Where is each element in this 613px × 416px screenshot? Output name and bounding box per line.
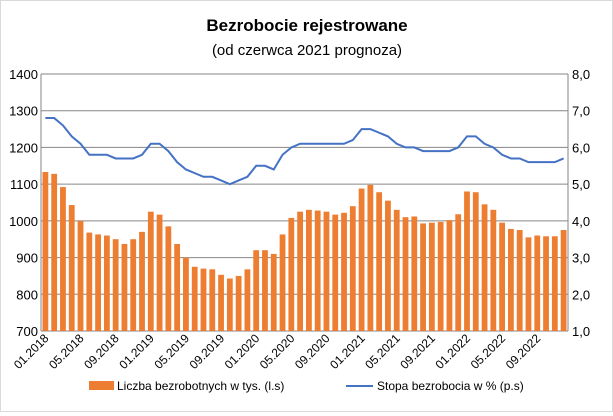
bar	[288, 217, 295, 331]
bar	[551, 236, 558, 331]
bar	[270, 253, 277, 331]
x-tick-label: 05.2019	[151, 331, 192, 372]
y-left-tick-label: 1200	[9, 140, 38, 155]
bar	[209, 269, 216, 331]
y-right-tick-label: 5,0	[572, 177, 590, 192]
bar	[156, 214, 163, 331]
bar	[385, 200, 391, 331]
bar	[376, 192, 383, 331]
x-tick-label: 01.2019	[116, 331, 157, 372]
chart-title: Bezrobocie rejestrowane	[206, 16, 407, 35]
bar	[428, 222, 435, 331]
bar	[446, 220, 453, 331]
bar	[367, 184, 374, 331]
rate-line	[45, 117, 564, 186]
y-left-tick-label: 900	[16, 251, 38, 266]
bar	[499, 222, 506, 331]
bar	[51, 173, 58, 331]
bar	[490, 209, 497, 331]
bar	[534, 235, 541, 331]
legend: Liczba bezrobotnych w tys. (l.s) Stopa b…	[89, 379, 524, 393]
bar	[349, 206, 356, 331]
x-tick-label: 05.2021	[362, 331, 403, 372]
y-right-tick-label: 8,0	[572, 67, 590, 82]
bar	[77, 220, 84, 331]
bar	[174, 243, 181, 331]
bar	[332, 214, 339, 331]
bar	[183, 257, 189, 331]
bar	[323, 211, 330, 331]
bar	[297, 211, 304, 331]
bar	[420, 223, 426, 331]
legend-label-line: Stopa bezrobocia w % (p.s)	[377, 379, 524, 393]
bar	[218, 274, 224, 331]
bar	[411, 216, 418, 331]
bar	[508, 228, 514, 331]
bar	[235, 275, 242, 331]
y-right-tick-label: 7,0	[572, 104, 590, 119]
x-tick-label: 09.2022	[503, 331, 544, 372]
bar	[402, 217, 409, 331]
bar	[244, 269, 251, 331]
x-tick-label: 05.2018	[46, 331, 87, 372]
bar	[86, 232, 93, 331]
bar	[165, 226, 172, 331]
bar	[95, 234, 101, 331]
bar	[516, 230, 523, 331]
y-left-tick-label: 1100	[10, 177, 38, 192]
bar	[464, 191, 470, 331]
bar	[112, 239, 119, 331]
bar	[42, 172, 49, 331]
bar	[341, 212, 347, 331]
legend-label-bar: Liczba bezrobotnych w tys. (l.s)	[117, 379, 284, 393]
bar	[437, 221, 444, 331]
y-left-tick-label: 1300	[9, 104, 38, 119]
bar	[139, 231, 145, 331]
bar	[68, 205, 75, 331]
legend-swatch-bar	[89, 381, 114, 390]
x-tick-label: 09.2020	[292, 331, 333, 372]
x-tick-label: 05.2020	[257, 331, 298, 372]
y-right-tick-label: 3,0	[572, 251, 590, 266]
y-right-tick-label: 4,0	[572, 214, 590, 229]
x-tick-label: 01.2020	[222, 331, 263, 372]
bar	[305, 209, 312, 331]
bar	[103, 235, 110, 331]
y-left-tick-label: 1400	[9, 67, 38, 82]
bar	[543, 236, 549, 331]
bar	[472, 192, 479, 331]
bar	[147, 211, 154, 331]
bar	[358, 188, 365, 331]
y-right-tick-label: 2,0	[572, 287, 590, 302]
bar	[130, 239, 137, 331]
bar	[253, 250, 260, 331]
x-tick-label: 09.2021	[397, 331, 438, 372]
chart-subtitle: (od czerwca 2021 prognoza)	[212, 42, 402, 59]
x-tick-label: 05.2022	[468, 331, 509, 372]
y-left-tick-label: 800	[16, 287, 38, 302]
bar	[60, 187, 66, 331]
x-tick-label: 01.2021	[327, 331, 368, 372]
bar	[121, 243, 128, 331]
bar	[525, 237, 532, 331]
bar	[393, 209, 400, 331]
bar	[226, 278, 233, 331]
bar	[560, 230, 567, 331]
bar	[262, 250, 268, 331]
y-left-tick-label: 700	[16, 324, 38, 339]
y-left-tick-label: 1000	[9, 214, 38, 229]
y-right-tick-label: 1,0	[572, 324, 590, 339]
x-tick-label: 09.2019	[187, 331, 228, 372]
bar	[191, 266, 198, 331]
x-tick-label: 09.2018	[81, 331, 122, 372]
y-right-tick-label: 6,0	[572, 140, 590, 155]
x-tick-label: 01.2022	[433, 331, 474, 372]
bar	[481, 204, 488, 331]
bar	[279, 234, 286, 331]
bar	[314, 210, 321, 331]
bar	[455, 214, 462, 331]
bar	[200, 268, 207, 331]
